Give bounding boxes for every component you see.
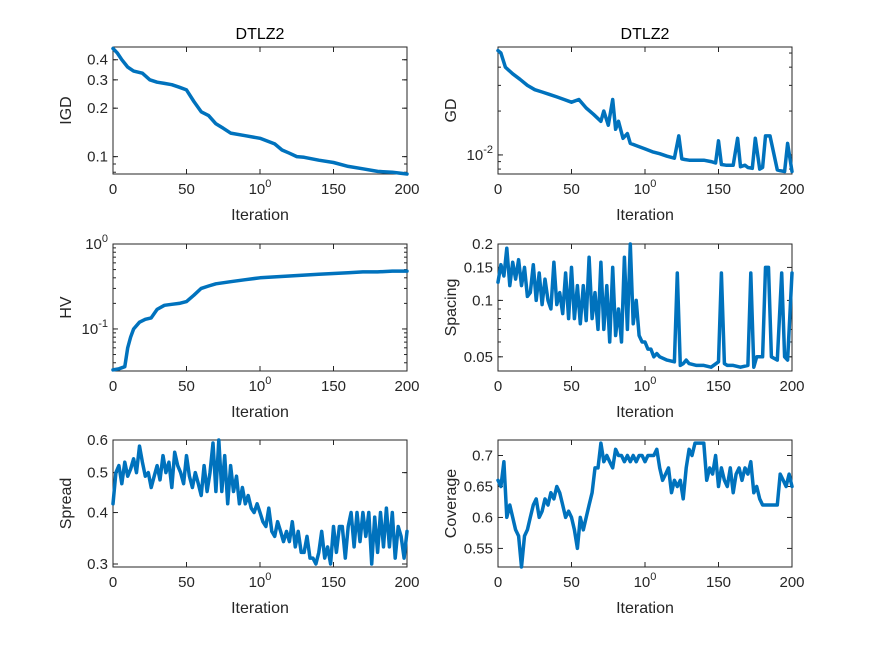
chart-title: DTLZ2 (621, 26, 670, 43)
x-tick-label: 50 (563, 574, 580, 591)
x-tick-label: 100 (634, 375, 657, 395)
subplot-coverage: 0 50 100 150 200 0.55 0.6 0.65 0.7 Iteration Cover… (443, 439, 805, 617)
y-tick-label: 100 (85, 233, 108, 253)
y-axis-label: Spacing (443, 279, 460, 337)
x-tick-label: 0 (109, 181, 117, 198)
x-tick-label: 150 (321, 181, 346, 198)
y-tick-label: 0.1 (87, 149, 108, 166)
x-tick-label: 150 (706, 574, 731, 591)
x-tick-label: 50 (563, 378, 580, 395)
x-tick-label: 200 (779, 378, 804, 395)
y-tick-label: 0.6 (87, 432, 108, 449)
chart-title: DTLZ2 (236, 26, 285, 43)
y-tick-label: 0.3 (87, 556, 108, 573)
x-tick-label: 200 (779, 181, 804, 198)
x-tick-label: 0 (494, 574, 502, 591)
axes-box (112, 439, 408, 568)
x-axis-label: Iteration (231, 404, 289, 421)
series-line-hv (111, 269, 409, 372)
y-axis-label: HV (58, 296, 75, 319)
x-axis-label: Iteration (616, 207, 674, 224)
y-axis-label: GD (443, 99, 460, 123)
x-tick-label: 200 (394, 378, 419, 395)
subplot-hv: 0 50 100 150 200 10-1 100 Iteration HV (58, 233, 420, 421)
x-axis-label: Iteration (616, 600, 674, 617)
x-tick-label: 200 (394, 181, 419, 198)
x-tick-label: 100 (634, 571, 657, 591)
y-axis-label: Coverage (443, 469, 460, 538)
x-tick-label: 0 (109, 574, 117, 591)
x-tick-label: 150 (706, 181, 731, 198)
x-tick-label: 150 (706, 378, 731, 395)
series-line-spread (111, 438, 409, 566)
y-tick-label: 0.1 (472, 292, 493, 309)
axes-box (497, 46, 793, 175)
subplot-spread: 0 50 100 150 200 0.3 0.4 0.5 0.6 Iteration Spread (58, 432, 420, 617)
x-axis-label: Iteration (231, 207, 289, 224)
y-tick-label: 0.6 (472, 509, 493, 526)
subplot-gd: 0 50 100 150 200 10-2 DTLZ2 Iteration GD (443, 26, 805, 224)
y-axis-label: Spread (58, 478, 75, 530)
x-tick-label: 100 (249, 571, 272, 591)
x-tick-label: 0 (109, 378, 117, 395)
x-tick-label: 150 (321, 378, 346, 395)
x-tick-label: 100 (634, 178, 657, 198)
x-tick-label: 50 (178, 378, 195, 395)
y-tick-label: 10-2 (467, 144, 493, 164)
series-line-coverage (496, 441, 794, 569)
x-tick-label: 100 (249, 375, 272, 395)
axes-box (497, 243, 793, 372)
y-tick-label: 0.15 (464, 259, 493, 276)
x-tick-label: 50 (563, 181, 580, 198)
x-tick-label: 50 (178, 181, 195, 198)
x-tick-label: 200 (779, 574, 804, 591)
x-tick-label: 200 (394, 574, 419, 591)
y-tick-label: 0.5 (87, 465, 108, 482)
y-axis-label: IGD (58, 96, 75, 124)
subplot-spacing: 0 50 100 150 200 0.05 0.1 0.15 0.2 Iteration Spaci… (443, 236, 805, 421)
y-tick-label: 0.4 (87, 52, 108, 69)
series-line-gd (496, 48, 794, 174)
x-tick-label: 0 (494, 181, 502, 198)
x-axis-label: Iteration (231, 600, 289, 617)
y-tick-label: 0.4 (87, 505, 108, 522)
x-tick-label: 100 (249, 178, 272, 198)
y-tick-label: 10-1 (82, 318, 108, 338)
y-tick-label: 0.3 (87, 72, 108, 89)
x-tick-label: 50 (178, 574, 195, 591)
y-tick-label: 0.05 (464, 349, 493, 366)
axes-box (112, 46, 408, 175)
x-axis-label: Iteration (616, 404, 674, 421)
y-tick-label: 0.2 (472, 236, 493, 253)
y-tick-label: 0.65 (464, 478, 493, 495)
series-line-spacing (496, 242, 794, 369)
y-tick-label: 0.2 (87, 100, 108, 117)
series-line-igd (111, 46, 409, 176)
y-tick-label: 0.55 (464, 540, 493, 557)
subplot-igd: 0 50 100 150 200 0.1 0.2 0.3 0.4 DTLZ2 Iteration IG… (58, 26, 420, 224)
y-tick-label: 0.7 (472, 447, 493, 464)
x-tick-label: 150 (321, 574, 346, 591)
x-tick-label: 0 (494, 378, 502, 395)
